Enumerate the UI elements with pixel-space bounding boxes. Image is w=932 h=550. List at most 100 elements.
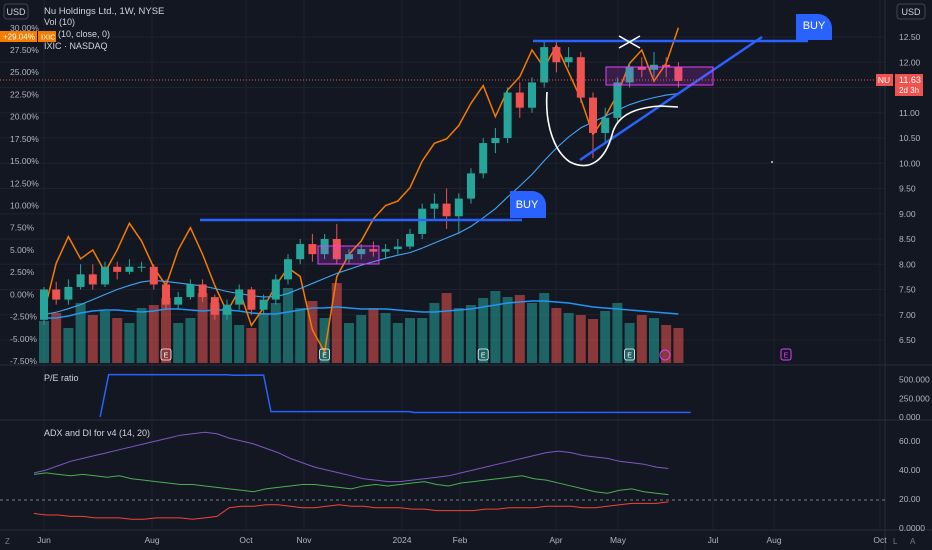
price-tick-label: 7.00 (899, 310, 916, 320)
candle-body (564, 57, 573, 63)
volume-bar (307, 301, 318, 363)
price-tick-label: 9.50 (899, 184, 916, 194)
percent-tick-label: 0.00% (10, 289, 35, 299)
price-tick-label: 10.50 (899, 133, 921, 143)
volume-bar (563, 313, 574, 363)
earnings-marker[interactable] (624, 348, 635, 361)
volume-bar (649, 318, 659, 363)
adx-tick-label: 0.0000 (899, 523, 925, 533)
time-tick-label: 2024 (393, 535, 412, 545)
percent-tick-label: -7.50% (10, 356, 37, 366)
candle-body (345, 254, 353, 260)
volume-bar (222, 308, 232, 363)
candle-body (613, 82, 622, 118)
candle-body (467, 173, 475, 199)
buy-label-mid: BUY (516, 199, 539, 211)
volume-bar (344, 323, 354, 363)
currency-button-right[interactable] (896, 3, 926, 20)
percent-tick-label: 20.00% (10, 112, 39, 122)
dividend-marker[interactable] (659, 349, 671, 361)
volume-bar (551, 308, 562, 363)
di-minus-path (33, 501, 669, 520)
volume-bar (478, 298, 489, 363)
percent-tick-label: -2.50% (10, 312, 37, 322)
candle-body (76, 274, 85, 287)
cup-handle-drawing[interactable] (545, 91, 679, 167)
volume-bar (624, 323, 635, 363)
volume-bar (124, 323, 135, 363)
buy-bubble-top[interactable] (796, 14, 832, 40)
volume-bar (63, 328, 74, 363)
pe-ratio-line (99, 373, 691, 418)
volume-bar (185, 318, 196, 363)
volume-bar (246, 328, 257, 363)
candle-body (674, 67, 683, 81)
volume-bar (356, 315, 367, 363)
candle-body (479, 143, 488, 174)
volume-bar (588, 319, 598, 363)
dot-marker (771, 161, 773, 163)
volume-bar (600, 311, 611, 363)
auto-scale-icon[interactable]: A (910, 537, 916, 546)
log-scale-icon[interactable]: L (893, 537, 898, 546)
earnings-marker[interactable] (160, 348, 172, 361)
candle-body (284, 259, 292, 280)
percent-tick-label: 5.00% (10, 245, 35, 255)
timezone-icon[interactable]: Z (5, 537, 10, 546)
symbol-title[interactable]: Nu Holdings Ltd., 1W, NYSE (44, 6, 164, 17)
volume-bar (612, 303, 623, 363)
adx-lines (33, 431, 669, 520)
adx-axis-labels: 60.00 40.00 20.00 0.0000 (899, 436, 925, 533)
time-axis-labels[interactable]: Jun Aug Oct Nov 2024 Feb Apr May Jul Aug Oct (37, 535, 887, 545)
percent-tick-label: 2.50% (10, 267, 35, 277)
ma-path (43, 93, 679, 316)
vol-indicator-label[interactable]: Vol (10) (44, 17, 75, 27)
symbol-tag-text: NU (878, 75, 890, 85)
candle-body (589, 97, 597, 133)
candle-body (381, 249, 390, 252)
range-box-upper[interactable] (605, 66, 714, 86)
candle-body (491, 138, 500, 144)
candle-body (198, 284, 207, 298)
candle-body (125, 266, 134, 272)
earnings-marker-future-label: E (784, 353, 789, 360)
volume-bar (405, 318, 415, 363)
percent-tick-label: 15.00% (10, 156, 39, 166)
volume-bar (527, 303, 537, 363)
di-plus-path (33, 472, 669, 496)
currency-right-label: USD (901, 7, 921, 17)
volume-bar (270, 303, 281, 363)
candle-body (186, 284, 195, 298)
currency-button-left[interactable] (3, 3, 29, 20)
earnings-marker[interactable] (319, 348, 331, 361)
candle-body (576, 57, 585, 98)
volume-bar (490, 291, 501, 363)
ma-indicator-label[interactable]: (10, close, 0) (58, 29, 110, 39)
candle-body (357, 249, 366, 255)
time-tick-label: May (610, 535, 627, 545)
time-tick-label: Feb (453, 535, 468, 545)
candle-body (271, 279, 280, 300)
earnings-marker[interactable] (477, 348, 489, 361)
volume-bar (100, 311, 110, 363)
volume-bar (161, 298, 171, 363)
range-box-lower[interactable] (317, 245, 380, 265)
volume-bar (502, 297, 513, 363)
volume-bar (283, 288, 293, 363)
volume-bar (380, 313, 391, 363)
adx-tick-label: 60.00 (899, 436, 921, 446)
price-tick-label: 9.00 (899, 209, 916, 219)
candle-body (540, 47, 549, 83)
candle-body (174, 297, 183, 305)
cross-mark-b[interactable] (618, 35, 641, 49)
drawings[interactable]: BUY BUY (200, 14, 832, 265)
candle-body (430, 203, 439, 209)
buy-bubble-mid[interactable] (510, 191, 546, 218)
pe-tick-label: 250.000 (899, 393, 930, 403)
volume-bar (51, 313, 62, 363)
compare-symbol-label[interactable]: IXIC · NASDAQ (44, 41, 108, 51)
volume-ma-path (44, 300, 679, 319)
earnings-marker-future[interactable] (780, 348, 792, 361)
